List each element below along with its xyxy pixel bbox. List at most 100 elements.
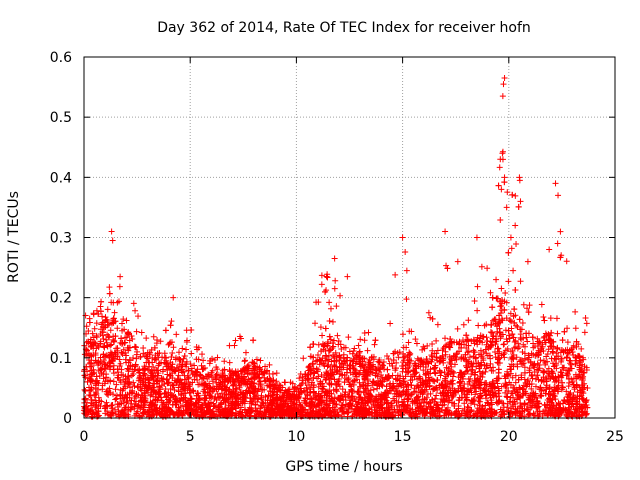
data-point <box>433 337 440 344</box>
data-point <box>326 299 333 306</box>
data-point <box>428 376 435 383</box>
data-point <box>326 387 333 394</box>
data-point <box>128 372 135 379</box>
data-point <box>511 319 518 326</box>
data-point <box>310 374 317 381</box>
data-point <box>509 374 516 381</box>
data-point <box>504 404 511 411</box>
data-point <box>128 397 135 404</box>
data-point <box>520 301 527 308</box>
data-point <box>496 355 503 362</box>
data-point <box>429 353 436 360</box>
data-point <box>339 393 346 400</box>
data-point <box>97 308 104 315</box>
data-point <box>326 333 333 340</box>
data-point <box>261 368 268 375</box>
data-point <box>88 363 95 370</box>
data-point <box>352 406 359 413</box>
data-point <box>485 345 492 352</box>
data-point <box>127 362 134 369</box>
data-point <box>337 292 344 299</box>
data-point <box>452 412 459 419</box>
data-point <box>478 359 485 366</box>
data-point <box>525 309 532 316</box>
data-point <box>146 409 153 416</box>
data-point <box>538 376 545 383</box>
data-point <box>472 354 479 361</box>
data-point <box>319 332 326 339</box>
data-point <box>421 396 428 403</box>
data-point <box>489 329 496 336</box>
data-point <box>277 387 284 394</box>
data-point <box>509 355 516 362</box>
data-point <box>350 377 357 384</box>
data-point <box>311 370 318 377</box>
data-point <box>291 384 298 391</box>
data-point <box>121 326 128 333</box>
data-point <box>314 351 321 358</box>
data-point <box>223 396 230 403</box>
data-point <box>537 357 544 364</box>
data-point <box>398 411 405 418</box>
data-point <box>434 321 441 328</box>
data-point <box>434 408 441 415</box>
data-point <box>448 357 455 364</box>
data-point <box>220 397 227 404</box>
data-point <box>576 362 583 369</box>
data-point <box>326 347 333 354</box>
data-point <box>509 401 516 408</box>
data-point <box>104 306 111 313</box>
data-point <box>309 360 316 367</box>
data-point <box>209 367 216 374</box>
data-point <box>478 379 485 386</box>
data-point <box>507 363 514 370</box>
data-point <box>290 397 297 404</box>
data-point <box>543 410 550 417</box>
data-point <box>123 359 130 366</box>
data-point <box>326 381 333 388</box>
data-point <box>336 370 343 377</box>
data-point <box>420 343 427 350</box>
data-point <box>83 323 90 330</box>
data-point <box>535 362 542 369</box>
data-point <box>264 382 271 389</box>
data-point <box>344 354 351 361</box>
data-point <box>168 318 175 325</box>
data-point <box>167 322 174 329</box>
data-point <box>126 390 133 397</box>
data-point <box>468 360 475 367</box>
data-point <box>488 342 495 349</box>
data-point <box>398 382 405 389</box>
data-point <box>561 328 568 335</box>
data-point <box>411 361 418 368</box>
data-point <box>385 404 392 411</box>
data-point <box>565 376 572 383</box>
data-point <box>415 357 422 364</box>
data-point <box>324 339 331 346</box>
data-point <box>451 387 458 394</box>
data-point <box>165 363 172 370</box>
data-point <box>489 335 496 342</box>
data-point <box>130 355 137 362</box>
data-point <box>564 339 571 346</box>
data-point <box>527 410 534 417</box>
data-point <box>315 383 322 390</box>
data-point <box>503 336 510 343</box>
data-point <box>431 365 438 372</box>
data-point <box>102 378 109 385</box>
data-point <box>508 318 515 325</box>
data-point <box>461 391 468 398</box>
data-point <box>140 372 147 379</box>
data-point <box>365 359 372 366</box>
data-point <box>339 386 346 393</box>
data-point <box>284 400 291 407</box>
data-point <box>325 356 332 363</box>
data-point <box>173 331 180 338</box>
data-point <box>475 378 482 385</box>
data-point <box>106 290 113 297</box>
data-point <box>154 337 161 344</box>
data-point <box>390 380 397 387</box>
data-point <box>439 381 446 388</box>
data-point <box>91 325 98 332</box>
data-point <box>226 342 233 349</box>
